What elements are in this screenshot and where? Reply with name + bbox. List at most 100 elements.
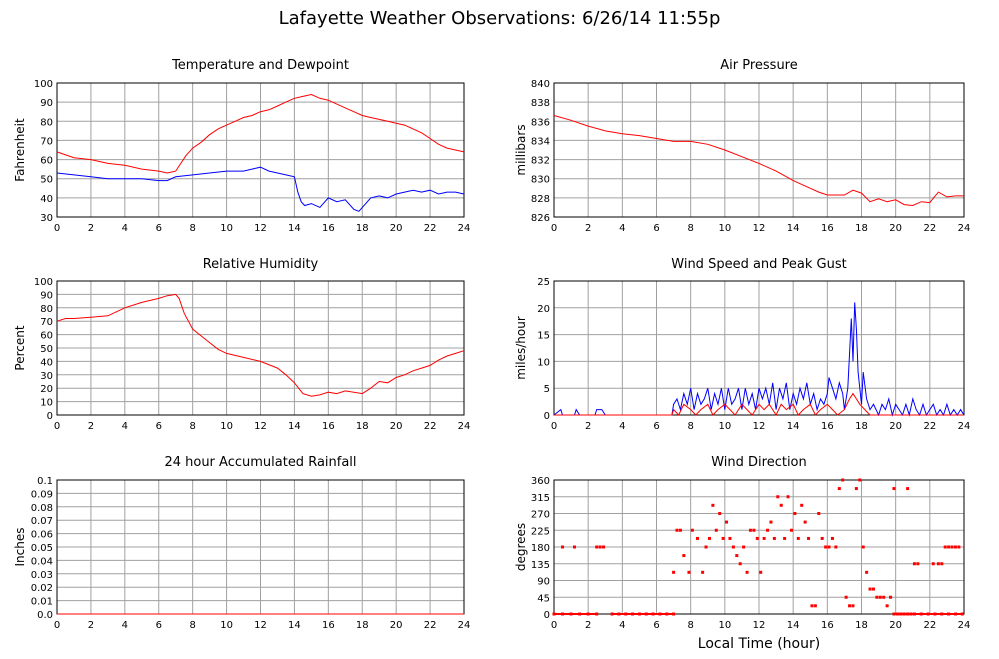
direction-point bbox=[950, 545, 954, 549]
y-tick-label: 270 bbox=[531, 510, 550, 521]
x-tick-label: 14 bbox=[288, 223, 301, 234]
y-tick-label: 840 bbox=[531, 79, 550, 90]
y-tick-label: 60 bbox=[40, 156, 53, 167]
direction-point bbox=[651, 612, 655, 616]
y-axis-label: Fahrenheit bbox=[13, 118, 27, 182]
direction-point bbox=[687, 570, 691, 574]
x-tick-label: 18 bbox=[855, 421, 868, 432]
x-tick-label: 18 bbox=[356, 620, 369, 631]
x-tick-label: 8 bbox=[687, 223, 693, 234]
plot-frame bbox=[553, 280, 965, 416]
direction-point bbox=[892, 487, 896, 491]
x-tick-label: 16 bbox=[821, 223, 834, 234]
x-tick-label: 12 bbox=[254, 223, 267, 234]
x-tick-label: 4 bbox=[122, 223, 128, 234]
direction-point bbox=[868, 587, 872, 591]
y-tick-label: 40 bbox=[40, 194, 53, 205]
page-title: Lafayette Weather Observations: 6/26/14 … bbox=[278, 8, 721, 29]
x-tick-label: 8 bbox=[189, 421, 195, 432]
direction-point bbox=[820, 536, 824, 540]
direction-point bbox=[766, 528, 770, 532]
y-tick-label: 90 bbox=[537, 577, 550, 588]
y-tick-label: 0.02 bbox=[31, 583, 53, 594]
direction-point bbox=[803, 520, 807, 524]
direction-point bbox=[817, 512, 821, 515]
direction-point bbox=[644, 612, 648, 616]
direction-point bbox=[960, 612, 964, 616]
y-tick-label: 315 bbox=[531, 493, 550, 504]
direction-point bbox=[824, 545, 828, 549]
x-tick-label: 22 bbox=[424, 620, 437, 631]
direction-point bbox=[752, 528, 756, 532]
y-tick-label: 10 bbox=[40, 398, 53, 409]
direction-point bbox=[789, 528, 793, 532]
direction-point bbox=[875, 595, 879, 599]
plot-frame bbox=[56, 82, 465, 218]
x-tick-label: 2 bbox=[585, 620, 591, 631]
direction-point bbox=[947, 545, 951, 549]
y-tick-label: 360 bbox=[531, 476, 550, 487]
series-line-blue bbox=[553, 302, 965, 417]
direction-point bbox=[841, 478, 845, 482]
direction-point bbox=[776, 495, 780, 499]
direction-point bbox=[827, 545, 831, 549]
direction-point bbox=[725, 520, 729, 524]
direction-point bbox=[871, 587, 875, 591]
direction-point bbox=[637, 612, 641, 616]
direction-point bbox=[718, 512, 722, 515]
direction-point bbox=[578, 612, 582, 616]
x-tick-label: 0 bbox=[54, 421, 60, 432]
x-tick-label: 16 bbox=[322, 421, 335, 432]
x-tick-label: 14 bbox=[288, 421, 301, 432]
direction-point bbox=[755, 536, 759, 540]
y-tick-label: 0 bbox=[544, 411, 550, 422]
direction-point bbox=[610, 612, 614, 616]
y-tick-label: 834 bbox=[531, 136, 550, 147]
direction-point bbox=[561, 612, 565, 616]
y-axis-label: degrees bbox=[514, 523, 528, 571]
direction-point bbox=[783, 536, 787, 540]
x-tick-label: 4 bbox=[122, 620, 128, 631]
x-tick-label: 22 bbox=[923, 620, 936, 631]
direction-point bbox=[595, 545, 599, 549]
y-tick-label: 0.08 bbox=[31, 503, 53, 514]
direction-point bbox=[906, 612, 910, 616]
direction-point bbox=[678, 528, 682, 532]
direction-point bbox=[810, 604, 814, 608]
x-tick-label: 22 bbox=[923, 223, 936, 234]
direction-point bbox=[892, 612, 896, 616]
direction-point bbox=[936, 562, 940, 566]
x-tick-label: 20 bbox=[889, 620, 902, 631]
y-tick-label: 10 bbox=[537, 357, 550, 368]
direction-point bbox=[586, 612, 590, 616]
direction-point bbox=[682, 554, 686, 558]
x-tick-label: 8 bbox=[189, 223, 195, 234]
x-tick-label: 12 bbox=[753, 223, 766, 234]
y-tick-label: 830 bbox=[531, 175, 550, 186]
chart-title: Relative Humidity bbox=[203, 257, 319, 272]
direction-point bbox=[738, 562, 742, 566]
direction-point bbox=[617, 612, 621, 616]
y-tick-label: 50 bbox=[40, 344, 53, 355]
direction-point bbox=[769, 520, 773, 524]
y-tick-label: 0.05 bbox=[31, 543, 53, 554]
y-tick-label: 90 bbox=[40, 290, 53, 301]
x-tick-label: 12 bbox=[753, 620, 766, 631]
direction-point bbox=[912, 562, 916, 566]
y-tick-label: 25 bbox=[537, 277, 550, 288]
x-tick-label: 6 bbox=[156, 421, 162, 432]
y-tick-label: 20 bbox=[537, 304, 550, 315]
direction-point bbox=[598, 545, 602, 549]
x-tick-label: 10 bbox=[718, 421, 731, 432]
direction-point bbox=[940, 612, 944, 616]
x-tick-label: 4 bbox=[619, 620, 625, 631]
x-tick-label: 6 bbox=[653, 620, 659, 631]
plot-frame bbox=[56, 280, 465, 416]
direction-point bbox=[728, 536, 732, 540]
y-tick-label: 40 bbox=[40, 357, 53, 368]
direction-point bbox=[665, 612, 669, 616]
y-tick-label: 0.0 bbox=[37, 610, 53, 621]
direction-point bbox=[552, 612, 556, 616]
